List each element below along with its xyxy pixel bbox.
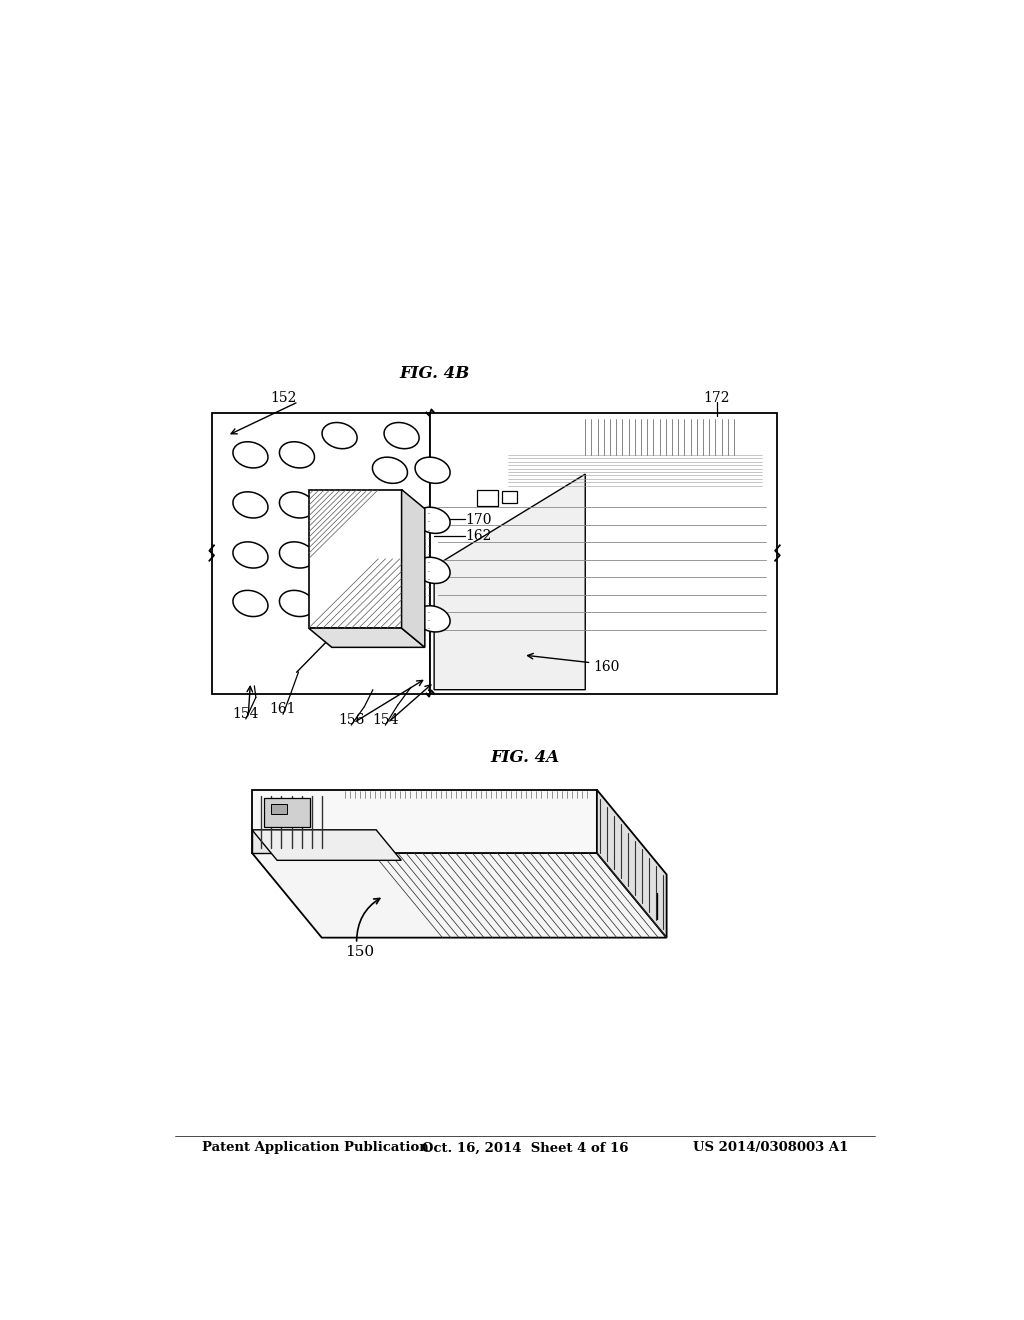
Text: 170: 170	[465, 513, 492, 527]
Ellipse shape	[373, 606, 408, 632]
Ellipse shape	[415, 507, 451, 533]
Text: 161: 161	[269, 702, 296, 715]
Text: 172: 172	[703, 391, 730, 405]
Ellipse shape	[280, 442, 314, 469]
Text: 156: 156	[338, 713, 365, 726]
Ellipse shape	[280, 492, 314, 517]
Text: Patent Application Publication: Patent Application Publication	[202, 1142, 428, 1155]
Ellipse shape	[373, 557, 408, 583]
Bar	[430, 412, 777, 693]
Polygon shape	[434, 474, 586, 689]
Polygon shape	[597, 789, 667, 937]
Polygon shape	[252, 830, 401, 861]
Bar	[477, 490, 499, 507]
Ellipse shape	[373, 507, 408, 533]
Text: 162: 162	[465, 529, 492, 543]
Text: 152: 152	[269, 391, 296, 405]
Bar	[502, 491, 517, 503]
Ellipse shape	[232, 590, 268, 616]
Text: US 2014/0308003 A1: US 2014/0308003 A1	[693, 1142, 849, 1155]
Text: 150: 150	[345, 945, 374, 958]
Ellipse shape	[322, 422, 357, 449]
Ellipse shape	[280, 590, 314, 616]
Ellipse shape	[384, 422, 419, 449]
Ellipse shape	[415, 457, 451, 483]
Bar	[308, 490, 401, 628]
Polygon shape	[252, 789, 597, 853]
Text: 154: 154	[372, 713, 398, 726]
Bar	[271, 804, 287, 814]
Bar	[212, 412, 430, 693]
Ellipse shape	[373, 457, 408, 483]
Ellipse shape	[415, 557, 451, 583]
Text: 154: 154	[232, 706, 259, 721]
Text: Oct. 16, 2014  Sheet 4 of 16: Oct. 16, 2014 Sheet 4 of 16	[422, 1142, 628, 1155]
Ellipse shape	[232, 492, 268, 517]
Ellipse shape	[232, 541, 268, 568]
Ellipse shape	[232, 442, 268, 469]
Polygon shape	[252, 853, 667, 937]
Text: FIG. 4B: FIG. 4B	[399, 366, 469, 383]
Polygon shape	[401, 490, 425, 647]
Text: 160: 160	[593, 660, 620, 673]
Polygon shape	[308, 628, 425, 647]
Ellipse shape	[415, 606, 451, 632]
Polygon shape	[263, 797, 310, 826]
Ellipse shape	[280, 541, 314, 568]
Text: FIG. 4A: FIG. 4A	[490, 748, 559, 766]
Polygon shape	[252, 830, 376, 853]
